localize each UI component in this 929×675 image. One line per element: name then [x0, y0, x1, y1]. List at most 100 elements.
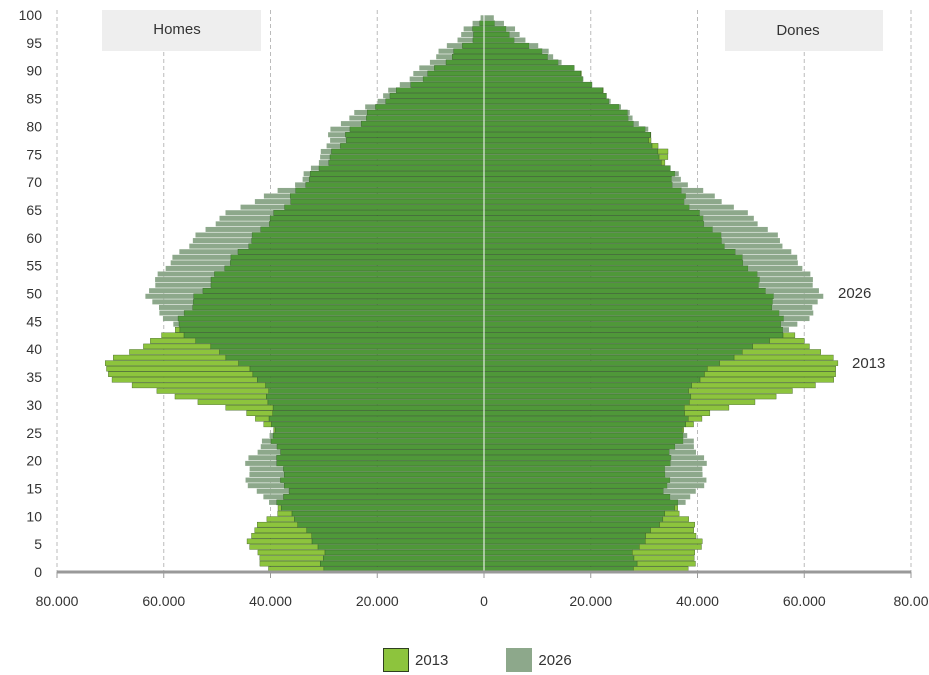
x-tick-label-1: 60.000 — [142, 593, 185, 609]
bar-men-overlap-age-43 — [179, 326, 485, 333]
bar-men-outer-age-10 — [277, 510, 293, 517]
bar-women-overlap-age-63 — [483, 215, 704, 222]
bar-women-outer-age-62 — [703, 221, 758, 227]
bar-men-outer-age-48 — [152, 299, 194, 305]
bar-men-overlap-age-96 — [473, 31, 485, 38]
bar-men-overlap-age-19 — [276, 460, 485, 467]
legend-item-2013: 2013 — [383, 648, 448, 672]
bar-men-outer-age-3 — [257, 549, 326, 556]
legend-swatch-2026 — [506, 648, 533, 672]
bar-women-overlap-age-87 — [483, 81, 593, 88]
bar-men-overlap-age-54 — [224, 265, 485, 272]
bar-women-overlap-age-78 — [483, 132, 651, 138]
bar-women-outer-age-47 — [771, 304, 813, 310]
y-tick-label-20: 20 — [26, 453, 42, 469]
bar-men-overlap-age-59 — [251, 237, 485, 244]
bar-women-outer-age-65 — [689, 204, 734, 210]
bar-women-outer-age-42 — [782, 332, 796, 338]
bar-women-overlap-age-71 — [483, 171, 676, 177]
bar-men-overlap-age-67 — [290, 193, 485, 199]
bar-women-outer-age-2 — [633, 555, 695, 561]
bar-men-outer-age-51 — [155, 282, 211, 288]
x-tick-label-7: 60.000 — [783, 593, 826, 609]
bar-men-outer-age-57 — [179, 249, 238, 255]
bar-men-outer-age-46 — [159, 310, 185, 316]
bar-women-overlap-age-74 — [483, 154, 660, 160]
bar-women-overlap-age-95 — [483, 37, 515, 43]
y-tick-label-75: 75 — [26, 146, 42, 162]
bar-women-overlap-age-1 — [483, 560, 638, 567]
bar-women-overlap-age-47 — [483, 304, 773, 311]
bar-women-outer-age-95 — [514, 37, 526, 43]
bar-women-outer-age-19 — [670, 460, 707, 466]
bar-men-overlap-age-1 — [319, 560, 485, 567]
bar-women-overlap-age-37 — [483, 360, 720, 366]
bar-women-overlap-age-3 — [483, 549, 633, 556]
y-axis-ticks: 0 5 10 15 20 25 30 35 40 45 50 55 60 65 70 75 80 85 90 95 10… — [19, 7, 43, 580]
bar-men-overlap-age-27 — [268, 416, 485, 422]
bar-women-outer-age-16 — [669, 477, 707, 483]
bar-men-overlap-age-24 — [272, 432, 485, 439]
bar-women-overlap-age-22 — [483, 443, 676, 450]
bar-men-outer-age-58 — [189, 243, 249, 249]
bar-women-overlap-age-66 — [483, 198, 685, 205]
bar-men-outer-age-62 — [215, 221, 270, 227]
bar-women-overlap-age-19 — [483, 460, 671, 467]
bar-men-outer-age-14 — [256, 488, 290, 494]
bar-men-outer-age-16 — [245, 477, 281, 483]
bar-women-overlap-age-8 — [483, 521, 660, 528]
bar-men-overlap-age-30 — [267, 399, 485, 405]
bar-women-overlap-age-94 — [483, 42, 530, 49]
bar-men-overlap-age-50 — [202, 288, 485, 294]
bar-women-overlap-age-83 — [483, 104, 620, 110]
bar-men-outer-age-96 — [461, 31, 474, 38]
bar-men-outer-age-47 — [158, 304, 193, 310]
bar-women-outer-age-7 — [650, 527, 694, 533]
bar-women-outer-age-69 — [672, 182, 688, 188]
bar-women-overlap-age-12 — [483, 499, 679, 506]
bar-men-overlap-age-92 — [452, 54, 485, 60]
bar-women-overlap-age-2 — [483, 555, 635, 561]
bar-men-outer-age-78 — [328, 132, 346, 138]
bar-women-overlap-age-62 — [483, 221, 705, 227]
bar-women-overlap-age-64 — [483, 210, 700, 216]
bar-women-outer-age-43 — [782, 327, 789, 333]
bar-women-overlap-age-42 — [483, 332, 784, 338]
bar-women-outer-age-93 — [542, 48, 549, 54]
bar-women-overlap-age-82 — [483, 109, 628, 116]
bar-men-overlap-age-7 — [306, 527, 485, 533]
bar-women-outer-age-89 — [580, 70, 582, 77]
sex-label-boxes — [102, 10, 883, 51]
bar-men-overlap-age-53 — [214, 271, 485, 277]
bar-women-overlap-age-73 — [483, 159, 662, 166]
bar-women-overlap-age-97 — [483, 26, 507, 32]
bar-men-overlap-age-98 — [479, 20, 485, 27]
bar-women-overlap-age-55 — [483, 260, 744, 266]
bar-men-overlap-age-87 — [410, 81, 485, 88]
bar-men-overlap-age-33 — [265, 382, 485, 389]
bar-men-outer-age-12 — [269, 499, 277, 505]
bar-men-overlap-age-8 — [297, 521, 485, 528]
bar-women-outer-age-63 — [703, 215, 754, 221]
bar-women-outer-age-23 — [683, 438, 694, 444]
bar-women-overlap-age-53 — [483, 271, 758, 277]
bar-women-outer-age-50 — [765, 288, 819, 294]
bar-women-outer-age-10 — [664, 510, 680, 517]
bar-women-outer-age-98 — [494, 20, 504, 26]
bar-women-outer-age-3 — [632, 549, 695, 556]
bar-women-overlap-age-67 — [483, 193, 686, 199]
bar-women-outer-age-35 — [704, 371, 836, 377]
bar-women-outer-age-11 — [674, 505, 678, 511]
bar-men-overlap-age-78 — [345, 132, 485, 138]
bar-men-outer-age-32 — [156, 388, 269, 394]
y-tick-label-90: 90 — [26, 63, 42, 79]
bar-men-outer-age-65 — [240, 204, 285, 210]
bar-women-outer-age-71 — [674, 171, 679, 177]
bar-women-overlap-age-27 — [483, 416, 689, 422]
bar-women-overlap-age-58 — [483, 243, 725, 249]
bar-men-overlap-age-9 — [294, 516, 485, 522]
bar-women-outer-age-83 — [619, 104, 621, 110]
bar-women-outer-age-56 — [742, 254, 798, 260]
bar-women-outer-age-18 — [664, 466, 703, 472]
bar-women-outer-age-44 — [780, 321, 798, 327]
